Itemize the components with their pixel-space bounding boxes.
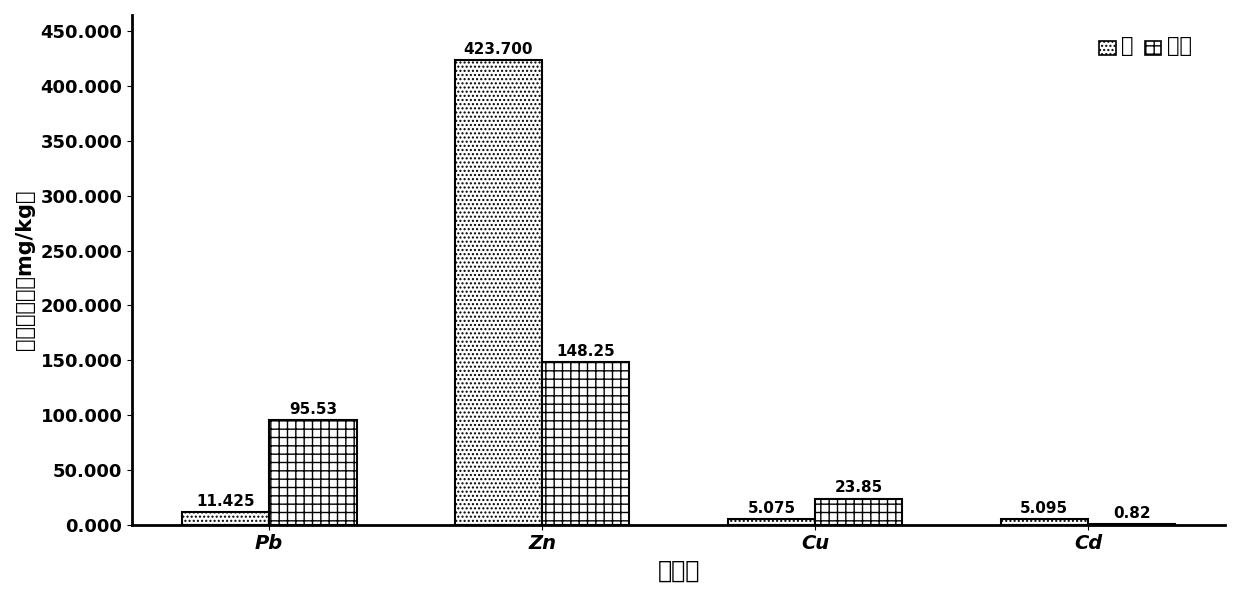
Bar — [815, 499, 903, 524]
Bar — [455, 60, 542, 524]
Bar — [269, 420, 357, 524]
X-axis label: 重金属: 重金属 — [657, 559, 699, 583]
Legend: 茎, 土壤: 茎, 土壤 — [1095, 32, 1197, 60]
Text: 95.53: 95.53 — [289, 402, 337, 417]
Text: 148.25: 148.25 — [557, 344, 615, 359]
Text: 5.095: 5.095 — [1021, 501, 1069, 516]
Bar — [182, 512, 269, 524]
Text: 5.075: 5.075 — [748, 501, 795, 516]
Bar — [1001, 519, 1087, 524]
Text: 11.425: 11.425 — [196, 494, 254, 509]
Y-axis label: 重金属含量（mg/kg）: 重金属含量（mg/kg） — [15, 190, 35, 350]
Bar — [542, 362, 630, 524]
Bar — [728, 519, 815, 524]
Text: 23.85: 23.85 — [835, 480, 883, 495]
Text: 423.700: 423.700 — [464, 42, 533, 57]
Text: 0.82: 0.82 — [1112, 505, 1151, 520]
